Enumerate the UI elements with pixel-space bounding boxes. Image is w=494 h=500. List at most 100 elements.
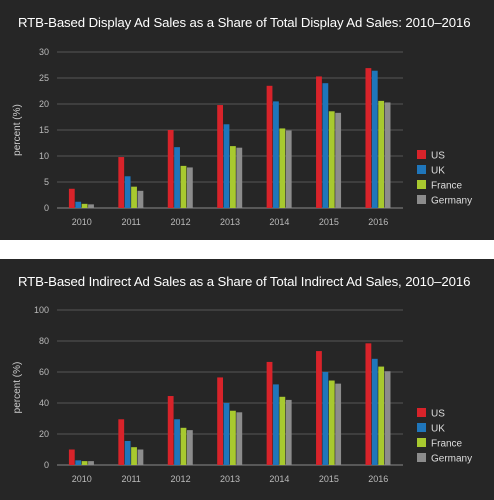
legend-swatch: [417, 180, 426, 189]
bar: [131, 186, 137, 208]
legend-label: France: [431, 181, 463, 192]
bar: [273, 101, 279, 208]
bar: [167, 130, 174, 208]
y-axis-label: percent (%): [12, 362, 23, 414]
bar: [371, 70, 378, 208]
x-tick-label: 2015: [319, 474, 339, 484]
bar: [68, 188, 75, 208]
legend-label: Germany: [431, 454, 472, 465]
bar: [137, 190, 144, 208]
legend-swatch: [417, 438, 426, 447]
bar: [118, 157, 125, 208]
bar: [124, 440, 131, 465]
y-axis-label: percent (%): [12, 104, 23, 156]
x-tick-label: 2013: [220, 217, 240, 227]
legend-swatch: [417, 408, 426, 417]
bar: [316, 76, 322, 208]
legend-swatch: [417, 195, 426, 204]
bar: [365, 68, 372, 209]
y-tick-label: 100: [34, 305, 49, 315]
chart-title: RTB-Based Display Ad Sales as a Share of…: [18, 15, 471, 30]
legend-label: France: [431, 439, 463, 450]
bar: [131, 447, 137, 465]
bar: [285, 399, 292, 465]
legend-swatch: [417, 423, 426, 432]
bar: [186, 167, 193, 208]
x-tick-label: 2012: [171, 217, 191, 227]
legend-swatch: [417, 453, 426, 462]
bar: [75, 201, 82, 208]
legend-label: UK: [431, 424, 445, 435]
legend-label: US: [431, 409, 445, 420]
bar: [81, 461, 88, 465]
bar: [328, 111, 335, 208]
legend-label: UK: [431, 166, 445, 177]
x-tick-label: 2016: [368, 474, 388, 484]
bar: [328, 380, 335, 465]
x-tick-label: 2012: [171, 474, 191, 484]
bar: [174, 419, 180, 465]
y-tick-label: 20: [39, 429, 49, 439]
x-tick-label: 2010: [72, 474, 92, 484]
bar: [230, 146, 236, 208]
bar: [68, 449, 75, 465]
y-tick-label: 10: [39, 151, 49, 161]
y-tick-label: 0: [44, 460, 49, 470]
x-tick-label: 2013: [220, 474, 240, 484]
bar: [266, 361, 273, 465]
chart-title: RTB-Based Indirect Ad Sales as a Share o…: [18, 274, 471, 289]
bar: [316, 351, 322, 465]
y-tick-label: 40: [39, 398, 49, 408]
bar: [378, 366, 385, 465]
legend-swatch: [417, 150, 426, 159]
chart-panel-indirect: RTB-Based Indirect Ad Sales as a Share o…: [0, 259, 494, 500]
y-tick-label: 20: [39, 99, 49, 109]
y-tick-label: 15: [39, 125, 49, 135]
bar: [230, 410, 236, 465]
bar: [322, 83, 329, 208]
bar: [273, 384, 279, 465]
bar: [266, 85, 273, 208]
legend-label: US: [431, 151, 445, 162]
bar: [371, 358, 378, 465]
bar: [322, 372, 329, 465]
x-tick-label: 2015: [319, 217, 339, 227]
x-tick-label: 2011: [121, 217, 140, 227]
bar: [285, 130, 292, 208]
y-tick-label: 60: [39, 367, 49, 377]
x-tick-label: 2016: [368, 217, 388, 227]
bar: [180, 165, 187, 208]
bar: [217, 377, 223, 465]
x-tick-label: 2014: [269, 474, 289, 484]
x-tick-label: 2014: [269, 217, 289, 227]
bar: [217, 105, 223, 208]
y-tick-label: 80: [39, 336, 49, 346]
bar: [279, 396, 286, 465]
bar: [75, 460, 82, 465]
bar: [180, 427, 187, 465]
y-tick-label: 5: [44, 177, 49, 187]
bar: [88, 204, 94, 208]
bar: [81, 203, 88, 208]
legend-label: Germany: [431, 196, 472, 207]
bar: [174, 147, 180, 208]
bar: [236, 147, 243, 208]
bar: [236, 412, 243, 465]
bar: [223, 124, 230, 208]
bar: [335, 383, 342, 465]
y-tick-label: 25: [39, 73, 49, 83]
bar: [378, 100, 385, 208]
bar: [137, 449, 144, 465]
bar: [335, 112, 342, 208]
bar: [124, 176, 131, 208]
bar: [186, 430, 193, 465]
chart-svg-display: 0 5 10 15 20 25 30 percent (%) 2010 2011 2012 2013 2…: [12, 47, 472, 227]
bar: [384, 371, 391, 465]
bar: [167, 396, 174, 465]
bar: [223, 403, 230, 465]
bar: [365, 343, 372, 465]
x-tick-label: 2011: [121, 474, 140, 484]
bar: [118, 419, 125, 465]
x-tick-label: 2010: [72, 217, 92, 227]
legend-swatch: [417, 165, 426, 174]
